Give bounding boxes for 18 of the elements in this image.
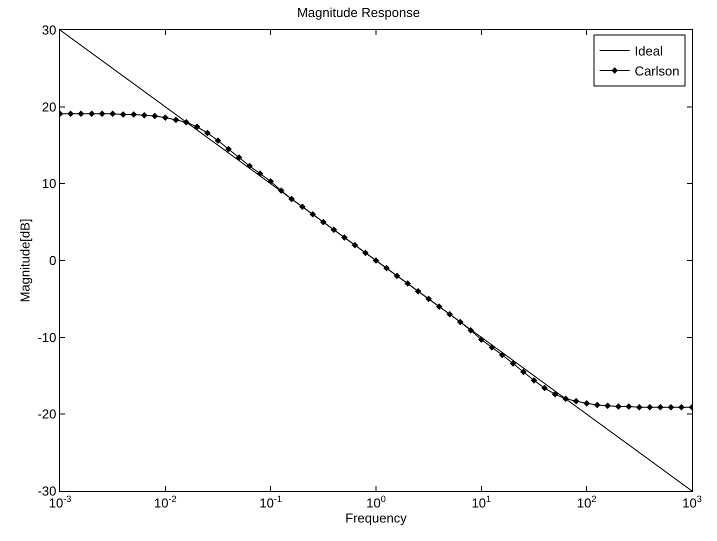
chart-title: Magnitude Response	[297, 5, 420, 20]
x-axis-title: Frequency	[345, 510, 408, 526]
y-tick-label: 10	[42, 176, 56, 192]
x-tick-label: 10$^{-2}$	[154, 494, 177, 511]
y-tick-label: 30	[42, 22, 56, 38]
x-tick-label: 10$^{3}$	[682, 494, 702, 511]
x-tick-label: 10$^{0}$	[366, 494, 386, 511]
x-tick-label: 10$^{1}$	[472, 494, 492, 511]
y-tick-label: -20	[38, 406, 56, 422]
x-tick-label: 10$^{-1}$	[259, 494, 282, 511]
x-tick-label: 10$^{2}$	[576, 494, 596, 511]
y-tick-label: -10	[38, 330, 56, 345]
y-tick-label: 0	[49, 253, 56, 268]
y-axis-title: Magnitude[dB]	[18, 218, 33, 302]
y-tick-label: 20	[42, 99, 56, 114]
legend-label: Ideal	[634, 44, 663, 59]
legend-label: Carlson	[634, 64, 680, 79]
y-tick-label: -30	[38, 484, 56, 499]
